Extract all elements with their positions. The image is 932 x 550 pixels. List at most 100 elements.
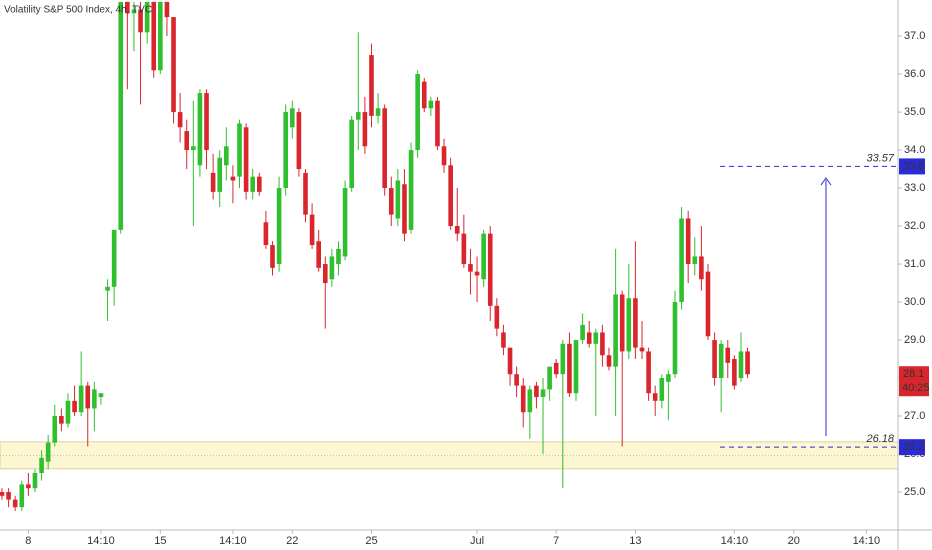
candle-body <box>732 359 737 386</box>
candle-body <box>296 112 302 170</box>
candle-body <box>435 100 440 147</box>
candle-body <box>316 241 321 268</box>
candle-body <box>369 55 374 116</box>
candle-body <box>745 351 750 375</box>
candles <box>0 1 750 512</box>
candle-body <box>553 362 559 375</box>
candle-body <box>204 93 209 151</box>
candle-body <box>672 302 678 375</box>
candle-body <box>725 347 731 363</box>
last-price-label: 28.1 <box>903 368 924 380</box>
candle-body <box>26 484 31 489</box>
candle-body <box>39 457 44 474</box>
candle-body <box>501 332 506 348</box>
candle-body <box>131 9 137 14</box>
x-tick-label: 25 <box>365 535 377 547</box>
candle-body <box>12 499 18 508</box>
candle-body <box>336 248 341 265</box>
candle-body <box>65 400 71 424</box>
last-price-box <box>899 366 929 397</box>
arrow-head <box>820 177 832 186</box>
x-tick-label: 14:10 <box>721 535 749 547</box>
candle-body <box>619 294 625 352</box>
price-axis-box <box>899 439 925 456</box>
candle-body <box>441 146 447 166</box>
candle-body <box>705 271 711 337</box>
candle-body <box>92 389 97 409</box>
candle-body <box>507 347 513 375</box>
candle-body <box>250 176 256 192</box>
candle-body <box>217 157 223 192</box>
zone-layer <box>0 441 899 470</box>
x-tick-label: 13 <box>629 535 641 547</box>
candle-body <box>289 108 295 128</box>
candle-body <box>586 332 592 344</box>
candle-body <box>243 127 249 192</box>
candle-body <box>0 492 5 496</box>
price-line-label: 26.18 <box>865 433 894 445</box>
candle-body <box>402 184 407 234</box>
candle-body <box>52 416 58 443</box>
candle-body <box>6 492 11 500</box>
candle-body <box>600 332 605 356</box>
candle-body <box>560 343 566 375</box>
candle-body <box>415 74 420 151</box>
candle-body <box>639 347 645 352</box>
candle-body <box>210 172 216 192</box>
candle-body <box>718 343 724 379</box>
candle-body <box>685 218 691 265</box>
candle-body <box>230 176 236 181</box>
y-tick-label: 27.0 <box>904 410 925 422</box>
x-tick-label: 14:10 <box>87 535 115 547</box>
candle-body <box>138 9 143 33</box>
candle-body <box>481 233 486 280</box>
candle-body <box>19 484 25 508</box>
candle-body <box>355 112 361 120</box>
candle-body <box>461 233 467 265</box>
x-tick-label: Jul <box>470 535 484 547</box>
overlay-layer: 33.57 33.6 26.18 26.2 28.1 40:25 <box>720 152 930 456</box>
candle-body <box>98 393 104 398</box>
price-axis-box <box>899 158 925 175</box>
candle-body <box>580 324 585 341</box>
candle-body <box>177 112 183 128</box>
x-tick-label: 14:10 <box>853 535 881 547</box>
candle-body <box>118 1 124 230</box>
y-tick-label: 33.0 <box>904 182 925 194</box>
candle-body <box>474 271 480 276</box>
candle-body <box>59 416 64 424</box>
candle-body <box>171 17 176 113</box>
axis-layer: 25.026.027.028.029.030.031.032.033.034.0… <box>25 30 925 547</box>
x-tick-label: 22 <box>286 535 298 547</box>
candle-body <box>659 378 665 401</box>
candle-body <box>646 351 651 394</box>
candle-body <box>567 343 572 394</box>
candle-body <box>256 176 262 192</box>
candle-body <box>408 150 414 230</box>
price-axis-label: 33.6 <box>903 160 924 172</box>
y-tick-label: 34.0 <box>904 144 925 156</box>
candle-body <box>540 389 546 398</box>
y-tick-label: 35.0 <box>904 106 925 118</box>
candle-body <box>395 180 401 219</box>
support-zone <box>0 441 899 470</box>
candle-body <box>283 112 289 189</box>
candle-body <box>494 305 500 329</box>
candle-body <box>362 112 368 147</box>
candle-body <box>144 1 150 33</box>
candle-body <box>613 294 618 367</box>
candle-body <box>626 298 632 352</box>
candle-body <box>428 100 434 109</box>
candle-body <box>534 385 539 398</box>
candle-body <box>487 233 493 306</box>
candle-body <box>191 146 196 151</box>
price-axis-label: 26.2 <box>903 441 924 453</box>
x-tick-label: 15 <box>154 535 166 547</box>
candle-body <box>520 385 526 413</box>
candle-body <box>303 172 308 215</box>
candle-body <box>448 165 453 227</box>
candle-body <box>237 123 242 177</box>
candle-body <box>151 1 157 71</box>
candle-body <box>454 226 460 234</box>
candle-body <box>322 264 328 284</box>
